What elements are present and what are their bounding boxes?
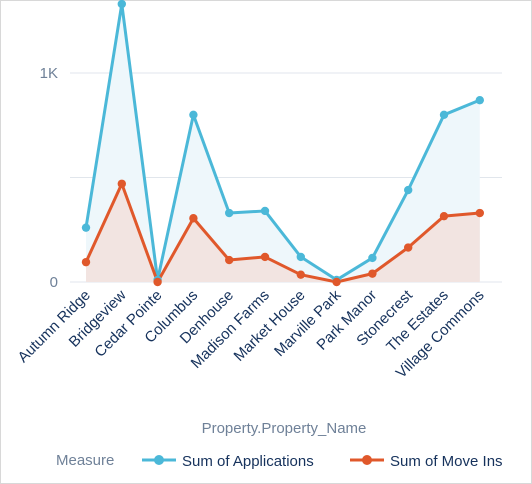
data-point[interactable] (439, 211, 449, 221)
data-point[interactable] (117, 179, 127, 188)
data-point[interactable] (404, 185, 413, 195)
data-point[interactable] (81, 257, 91, 267)
data-point[interactable] (475, 95, 484, 105)
data-point[interactable] (475, 208, 484, 218)
y-axis-ticks: 0 1K (40, 65, 58, 291)
legend-item-label[interactable]: Sum of Applications (182, 453, 314, 470)
data-point[interactable] (189, 110, 198, 120)
legend-title: Measure (56, 452, 114, 469)
data-point[interactable] (332, 277, 341, 287)
data-point[interactable] (225, 208, 234, 218)
line-series-1[interactable] (84, 2, 481, 282)
area-series-1 (86, 4, 480, 283)
legend-item-label[interactable]: Sum of Move Ins (390, 453, 503, 470)
series-lines (84, 2, 481, 284)
series-areas (86, 4, 480, 283)
data-point[interactable] (260, 252, 270, 262)
data-point[interactable] (368, 269, 377, 278)
line-series-2[interactable] (84, 182, 480, 284)
data-point[interactable] (117, 0, 126, 9)
data-point[interactable] (439, 110, 449, 120)
data-point[interactable] (296, 252, 305, 262)
data-point[interactable] (189, 214, 198, 223)
series-points (81, 0, 484, 287)
data-point[interactable] (296, 270, 305, 279)
data-point[interactable] (368, 253, 377, 263)
data-point[interactable] (81, 223, 91, 232)
area-series-2 (86, 183, 480, 282)
data-point[interactable] (404, 243, 413, 252)
y-tick-label: 1K (40, 65, 58, 82)
y-tick-label: 0 (50, 274, 58, 291)
data-point[interactable] (225, 255, 234, 265)
x-axis-title: Property.Property_Name (202, 420, 367, 437)
data-point[interactable] (260, 206, 270, 216)
legend[interactable]: Measure Sum of Applications Sum of Move I… (56, 452, 503, 470)
legend-items: Sum of Applications Sum of Move Ins (142, 453, 503, 470)
legend-marker (362, 455, 372, 465)
legend-marker (154, 455, 164, 465)
data-point[interactable] (153, 277, 162, 287)
